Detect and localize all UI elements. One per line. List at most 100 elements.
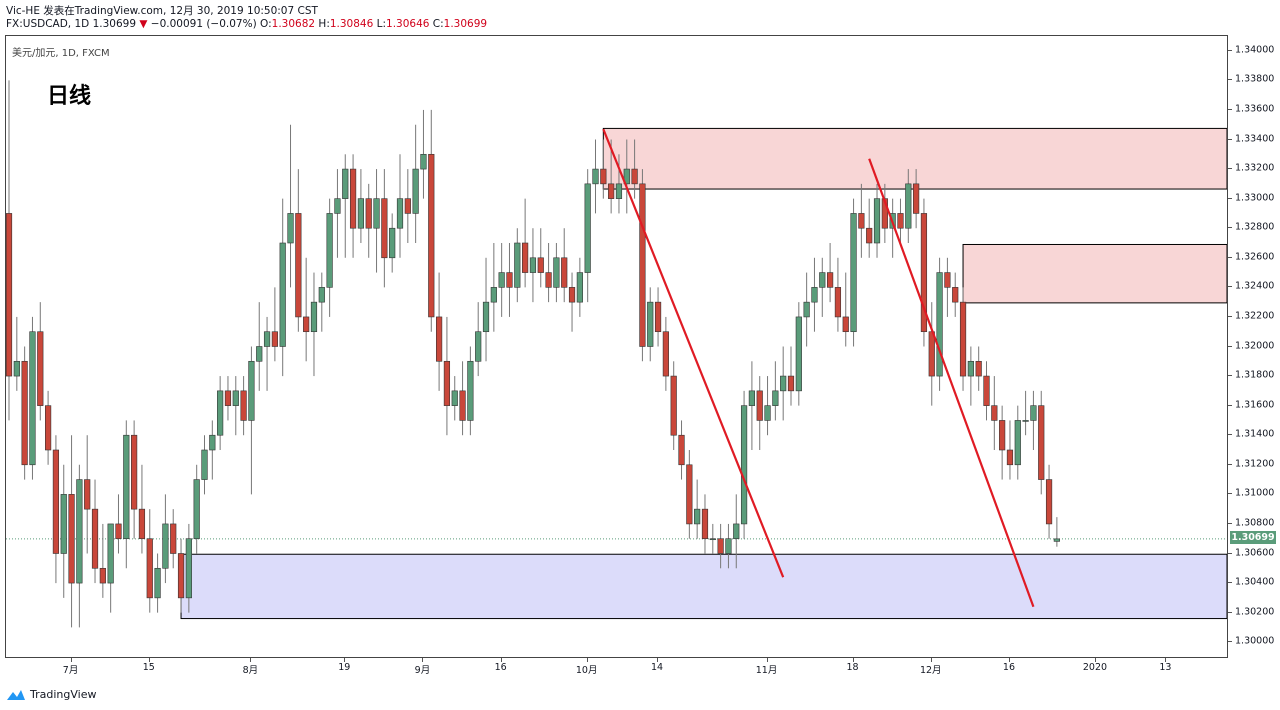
y-tick-label: 1.34000	[1235, 44, 1275, 56]
candle	[701, 494, 709, 554]
candle	[365, 183, 372, 258]
candle	[115, 494, 122, 554]
candle	[428, 109, 435, 332]
y-tick-label: 1.33800	[1235, 73, 1275, 85]
candle	[91, 479, 99, 584]
candle	[185, 523, 192, 613]
candle	[68, 435, 75, 628]
candle	[1038, 390, 1045, 495]
footer-brand[interactable]: TradingView	[6, 688, 96, 701]
last-price-value: 1.30699	[92, 18, 137, 30]
y-tick-mark	[1228, 552, 1232, 554]
candle	[764, 376, 771, 436]
candle	[287, 124, 294, 288]
candle	[373, 169, 380, 273]
candle	[795, 302, 802, 406]
open-value: 1.30682	[271, 18, 316, 30]
resistance-zone-2	[962, 243, 1228, 304]
candle	[271, 287, 278, 362]
y-tick-label: 1.32000	[1235, 340, 1275, 351]
y-tick-mark	[1228, 49, 1232, 51]
candle	[967, 346, 974, 406]
candle	[858, 183, 865, 258]
candle	[303, 257, 310, 362]
chart-pane[interactable]	[5, 35, 1228, 658]
x-tick-mark	[1094, 658, 1096, 662]
candle	[435, 272, 443, 391]
candle	[99, 523, 106, 598]
candle	[991, 376, 998, 450]
price-change: −0.00091 (−0.07%)	[150, 18, 257, 30]
candle	[52, 435, 60, 584]
x-tick-mark	[766, 658, 768, 662]
candle	[44, 390, 52, 465]
trendline-1	[602, 128, 785, 578]
candle	[694, 479, 701, 539]
resistance-zone-1	[602, 127, 1228, 190]
candle	[905, 169, 912, 243]
time-axis[interactable]: 7月 15 8月 19 9月 16 10月 14 11月 18 12月 16 2020 13	[5, 658, 1228, 680]
y-tick-label: 1.30800	[1235, 517, 1275, 529]
candle	[537, 228, 544, 288]
candle	[952, 272, 959, 317]
x-tick-label: 16	[1002, 662, 1015, 673]
candle	[866, 198, 873, 258]
y-tick-mark	[1228, 315, 1232, 317]
candle	[256, 302, 263, 391]
candle	[545, 243, 552, 303]
candle	[381, 169, 388, 288]
candle	[678, 420, 685, 480]
y-tick-mark	[1228, 168, 1232, 170]
candle	[1022, 390, 1029, 436]
candle	[107, 523, 114, 613]
timeframe-annotation: 日线	[47, 84, 92, 109]
candle	[467, 346, 474, 436]
last-price-tag: 1.30699	[1230, 531, 1276, 545]
candle	[420, 109, 427, 199]
candle	[850, 198, 857, 347]
price-axis[interactable]: 1.34000 1.33800 1.33600 1.33400 1.33200 1.330…	[1228, 35, 1280, 658]
candle	[576, 257, 583, 317]
y-tick-mark	[1228, 286, 1232, 288]
y-tick-label: 1.30200	[1235, 606, 1275, 618]
symbol-interval: FX:USDCAD, 1D	[6, 18, 90, 30]
candle	[201, 435, 208, 495]
candle	[310, 272, 318, 377]
candle	[819, 257, 826, 317]
candle	[568, 272, 576, 332]
y-tick-mark	[1228, 197, 1232, 199]
y-tick-mark	[1228, 256, 1232, 258]
candle	[342, 154, 349, 258]
candle	[592, 139, 599, 214]
y-tick-mark	[1228, 434, 1232, 436]
candle	[662, 316, 669, 391]
trendline-2	[868, 158, 1035, 608]
candle	[209, 420, 216, 480]
x-tick-label: 12月	[919, 665, 942, 676]
candlestick-plot[interactable]	[5, 36, 1228, 657]
candle	[123, 420, 130, 569]
candle	[498, 243, 505, 317]
high-value: 1.30846	[329, 18, 374, 30]
candle	[76, 464, 83, 628]
candle	[647, 287, 654, 362]
y-tick-label: 1.31600	[1235, 399, 1275, 411]
candle	[514, 228, 521, 303]
ohlc-legend: FX:USDCAD, 1D 1.30699 ▼ −0.00091 (−0.07%…	[6, 18, 487, 30]
candle	[490, 243, 497, 332]
x-tick-mark	[148, 658, 150, 662]
candle	[154, 553, 161, 613]
y-tick-mark	[1228, 493, 1232, 495]
y-tick-mark	[1228, 345, 1232, 347]
candle	[522, 198, 529, 288]
candle	[1006, 420, 1014, 480]
y-tick-label: 1.32400	[1235, 280, 1275, 292]
y-tick-mark	[1228, 611, 1232, 613]
x-tick-label: 16	[494, 662, 507, 673]
x-tick-label: 14	[651, 662, 664, 673]
y-tick-label: 1.32800	[1235, 221, 1275, 233]
x-tick-mark	[344, 658, 346, 662]
x-tick-label: 2020	[1082, 662, 1108, 673]
candle	[725, 523, 732, 569]
candle	[475, 302, 482, 377]
